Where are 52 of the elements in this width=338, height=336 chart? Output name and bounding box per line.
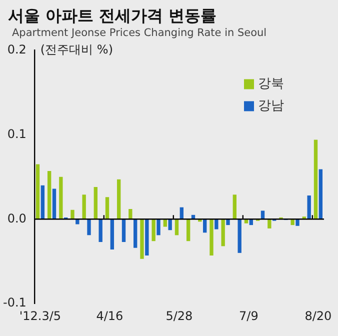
bar xyxy=(168,219,172,230)
y-tick-label: -0.1 xyxy=(2,296,26,310)
bar xyxy=(133,219,138,248)
bar xyxy=(47,170,52,220)
x-tick-label: '12.3/5 xyxy=(19,308,62,323)
x-tick-label: 7/9 xyxy=(239,308,258,323)
bar xyxy=(128,209,132,220)
bar xyxy=(36,164,40,220)
bar xyxy=(70,210,74,220)
bar xyxy=(307,195,311,220)
bar xyxy=(116,179,121,220)
x-tick-label: 5/28 xyxy=(166,308,193,323)
bar xyxy=(210,219,214,256)
chart-title: 서울 아파트 전세가격 변동률 xyxy=(8,6,218,26)
legend-label: 강북 xyxy=(258,76,284,92)
bar xyxy=(110,219,114,250)
bar xyxy=(145,219,149,256)
y-tick-label: 0.2 xyxy=(7,42,26,56)
legend-label: 강남 xyxy=(258,98,284,114)
bar xyxy=(318,169,323,220)
bar xyxy=(268,219,272,228)
y-axis-title: (전주대비 %) xyxy=(40,42,114,56)
bar xyxy=(186,219,190,242)
bar xyxy=(226,219,230,226)
bar xyxy=(98,219,102,242)
chart-subtitle: Apartment Jeonse Prices Changing Rate in Seoul xyxy=(12,26,268,40)
bar xyxy=(94,187,98,220)
bar xyxy=(260,210,265,220)
bar xyxy=(122,219,126,242)
bar xyxy=(296,219,300,226)
bar xyxy=(140,219,144,259)
bar xyxy=(59,176,63,220)
bar xyxy=(105,197,110,220)
bar xyxy=(232,194,237,220)
y-tick-label: 0.1 xyxy=(7,126,26,141)
bar xyxy=(238,219,242,253)
x-tick-label: 8/20 xyxy=(304,308,332,323)
bar xyxy=(214,219,218,230)
bar xyxy=(40,185,45,220)
x-tick-label: 4/16 xyxy=(96,308,124,323)
y-tick-label: 0.0 xyxy=(7,211,26,226)
bar xyxy=(174,219,179,236)
bar xyxy=(314,140,318,220)
bar xyxy=(156,219,160,236)
bar xyxy=(221,219,225,246)
bar xyxy=(76,219,80,224)
bar xyxy=(52,188,56,220)
bar xyxy=(87,219,91,236)
bar xyxy=(152,219,156,242)
bar xyxy=(82,194,86,220)
bar xyxy=(202,219,207,233)
bar xyxy=(290,219,294,226)
